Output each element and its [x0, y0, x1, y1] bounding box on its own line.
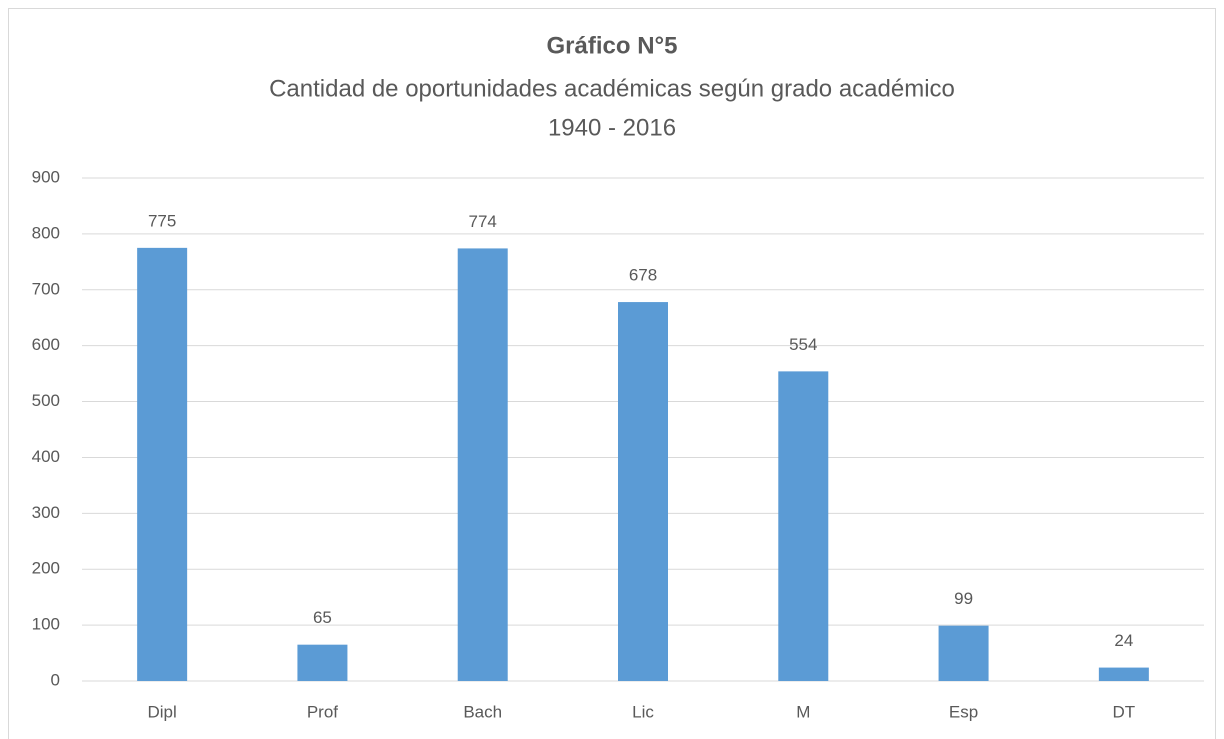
y-tick-label: 200	[32, 559, 60, 578]
y-tick-label: 800	[32, 223, 60, 242]
chart-subtitle: Cantidad de oportunidades académicas seg…	[269, 75, 955, 102]
y-tick-label: 700	[32, 279, 60, 298]
data-label: 554	[789, 335, 817, 354]
data-label: 775	[148, 211, 176, 230]
x-tick-label: Lic	[632, 702, 654, 721]
chart-title: Gráfico N°5	[547, 32, 678, 59]
bar	[297, 644, 348, 681]
y-tick-label: 100	[32, 615, 60, 634]
chart-subtitle: 1940 - 2016	[548, 114, 676, 141]
data-label: 678	[629, 266, 657, 285]
bar	[778, 371, 829, 681]
data-label: 99	[954, 589, 973, 608]
x-tick-label: DT	[1113, 702, 1136, 721]
y-tick-label: 500	[32, 391, 60, 410]
bar	[1098, 667, 1149, 681]
x-tick-label: Esp	[949, 702, 978, 721]
x-tick-label: Prof	[307, 702, 338, 721]
y-tick-label: 400	[32, 447, 60, 466]
x-tick-label: M	[796, 702, 810, 721]
bar	[618, 302, 668, 681]
bar	[137, 247, 188, 681]
y-tick-label: 300	[32, 503, 60, 522]
data-label: 65	[313, 608, 332, 627]
bar	[938, 625, 989, 681]
x-tick-label: Dipl	[147, 702, 176, 721]
bar	[457, 248, 508, 682]
y-tick-label: 900	[32, 167, 60, 186]
y-tick-label: 600	[32, 335, 60, 354]
chart-frame	[8, 8, 1216, 739]
data-label: 774	[469, 212, 497, 231]
x-tick-label: Bach	[463, 702, 502, 721]
data-label: 24	[1114, 631, 1133, 650]
y-tick-label: 0	[51, 670, 60, 689]
